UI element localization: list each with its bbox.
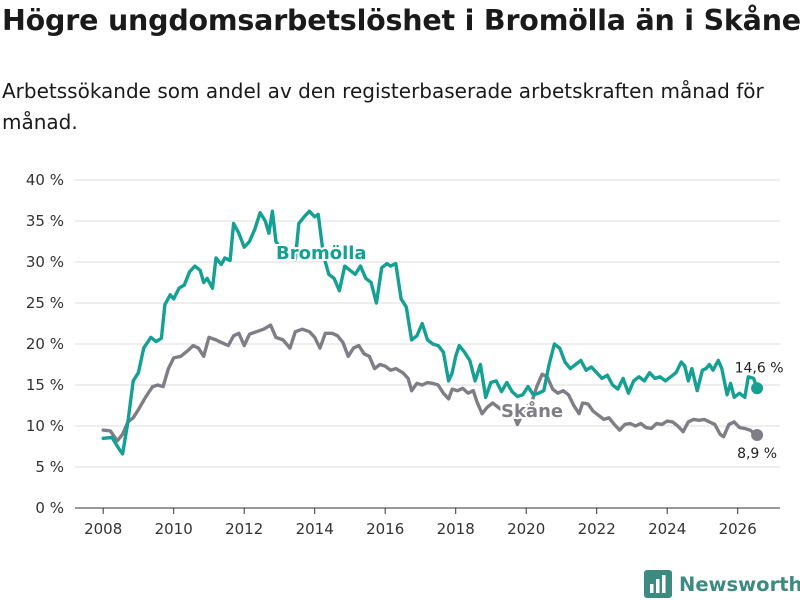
y-tick-label: 0 % (35, 499, 64, 517)
x-tick-label: 2010 (155, 520, 193, 538)
x-tick-label: 2020 (507, 520, 545, 538)
gridlines (75, 179, 780, 468)
x-tick-label: 2026 (719, 520, 757, 538)
end-value-label-bromolla: 14,6 % (735, 360, 784, 376)
y-tick-label: 25 % (26, 294, 64, 312)
y-tick-label: 5 % (35, 458, 64, 476)
y-tick-label: 10 % (26, 417, 64, 435)
bar-chart-logo-icon (644, 570, 672, 598)
chart-subtitle: Arbetssökande som andel av den registerb… (2, 79, 764, 134)
y-tick-label: 20 % (26, 335, 64, 353)
x-tick-label: 2008 (84, 520, 122, 538)
x-tick-label: 2024 (648, 520, 686, 538)
x-tick-label: 2022 (578, 520, 616, 538)
chart-title: Högre ungdomsarbetslöshet i Bromölla än … (2, 4, 800, 37)
brand-name: Newsworthy (679, 572, 800, 596)
newsworthy-logo[interactable]: Newsworthy (644, 570, 800, 598)
series-label-skane: Skåne (501, 400, 563, 422)
y-tick-label: 40 % (26, 171, 64, 189)
x-tick-label: 2012 (225, 520, 263, 538)
series-line-bromolla (101, 209, 759, 456)
series-label-bromolla: Bromölla (276, 243, 367, 264)
end-point-bromolla (751, 382, 764, 395)
x-tick-label: 2016 (366, 520, 404, 538)
end-point-skane (751, 429, 764, 442)
x-tick-label: 2018 (437, 520, 475, 538)
series-labels: 8,9 % Skåne 14,6 % Bromölla (274, 241, 784, 462)
series-lines (101, 209, 764, 456)
series-line-skane (101, 323, 759, 443)
end-value-label-skane: 8,9 % (737, 446, 777, 462)
x-tick-label: 2014 (296, 520, 334, 538)
y-axis: 0 % 5 % 10 % 15 % 20 % 25 % 30 % 35 % 40 % (26, 171, 64, 517)
y-tick-label: 30 % (26, 253, 64, 271)
x-axis: 2008 2010 2012 2014 2016 2018 2020 2022 2024 2026 (75, 507, 780, 538)
y-tick-label: 15 % (26, 376, 64, 394)
y-tick-label: 35 % (26, 212, 64, 230)
